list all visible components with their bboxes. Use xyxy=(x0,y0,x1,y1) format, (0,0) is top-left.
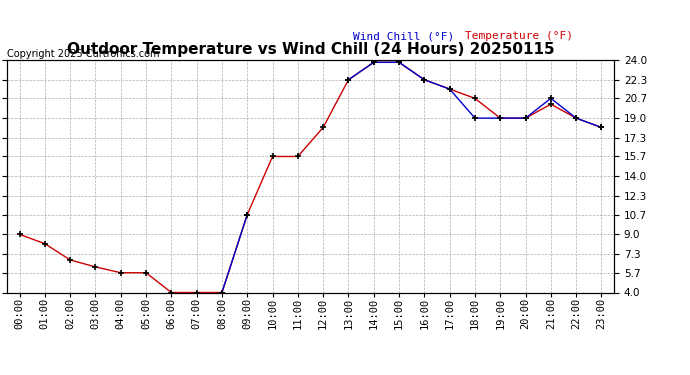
Text: Wind Chill (°F): Wind Chill (°F) xyxy=(353,31,454,41)
Text: Copyright 2025 Curtronics.com: Copyright 2025 Curtronics.com xyxy=(7,49,159,59)
Text: Temperature (°F): Temperature (°F) xyxy=(465,31,573,41)
Title: Outdoor Temperature vs Wind Chill (24 Hours) 20250115: Outdoor Temperature vs Wind Chill (24 Ho… xyxy=(67,42,554,57)
